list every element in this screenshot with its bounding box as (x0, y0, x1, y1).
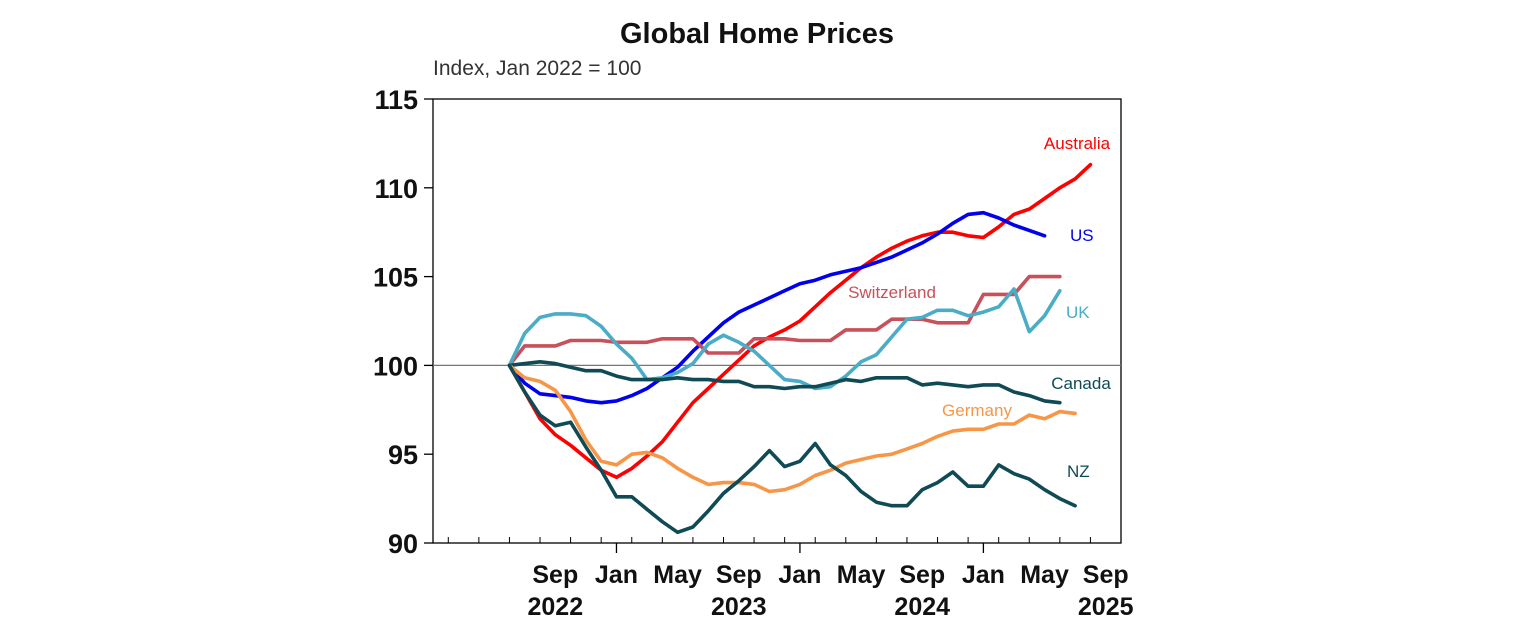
series-line-australia (507, 162, 1093, 480)
y-tick-label: 100 (373, 351, 418, 381)
series-line-uk (507, 287, 1062, 391)
series-label-australia: Australia (1044, 134, 1111, 153)
x-tick-label: Sep (1083, 561, 1129, 589)
series-labels: Australia US Switzerland UK Canada Germany NZ (848, 134, 1111, 481)
y-tick-label: 110 (374, 174, 418, 204)
x-tick-label: Jan (778, 561, 821, 589)
x-year-label: 2023 (711, 593, 767, 621)
x-tick-label: Jan (595, 561, 638, 589)
x-tick-label: Sep (716, 561, 762, 589)
plot-area (432, 98, 1122, 544)
x-year-label: 2022 (527, 593, 583, 621)
series-line-us (507, 210, 1047, 405)
series-line-canada (507, 359, 1062, 405)
series-label-nz: NZ (1067, 462, 1090, 481)
x-year-label: 2024 (894, 593, 950, 621)
series-label-uk: UK (1066, 303, 1090, 322)
series-label-germany: Germany (942, 401, 1012, 420)
y-tick-label: 90 (388, 529, 418, 559)
series-line-switzerland (507, 274, 1062, 368)
x-year-label: 2025 (1078, 593, 1134, 621)
series-line-germany (507, 363, 1077, 494)
x-tick-label: Sep (532, 561, 578, 589)
series-label-switzerland: Switzerland (848, 283, 936, 302)
plot-frame (432, 98, 1122, 544)
chart-title: Global Home Prices (620, 18, 894, 50)
y-tick-label: 95 (388, 440, 418, 470)
axes: 90 95 100 105 110 115 Sep 2022 Jan May Sep 2023 Jan M… (373, 85, 1134, 621)
y-tick-label: 105 (373, 263, 418, 293)
series-label-us: US (1070, 226, 1094, 245)
series-label-canada: Canada (1051, 374, 1111, 393)
x-tick-label: May (837, 561, 886, 589)
series-line-nz (507, 363, 1077, 535)
series-group (507, 162, 1093, 535)
x-tick-label: May (653, 561, 702, 589)
x-tick-label: Sep (899, 561, 945, 589)
y-tick-label: 115 (374, 85, 418, 115)
x-tick-label: May (1020, 561, 1069, 589)
x-tick-label: Jan (962, 561, 1005, 589)
chart-subtitle: Index, Jan 2022 = 100 (433, 57, 641, 80)
